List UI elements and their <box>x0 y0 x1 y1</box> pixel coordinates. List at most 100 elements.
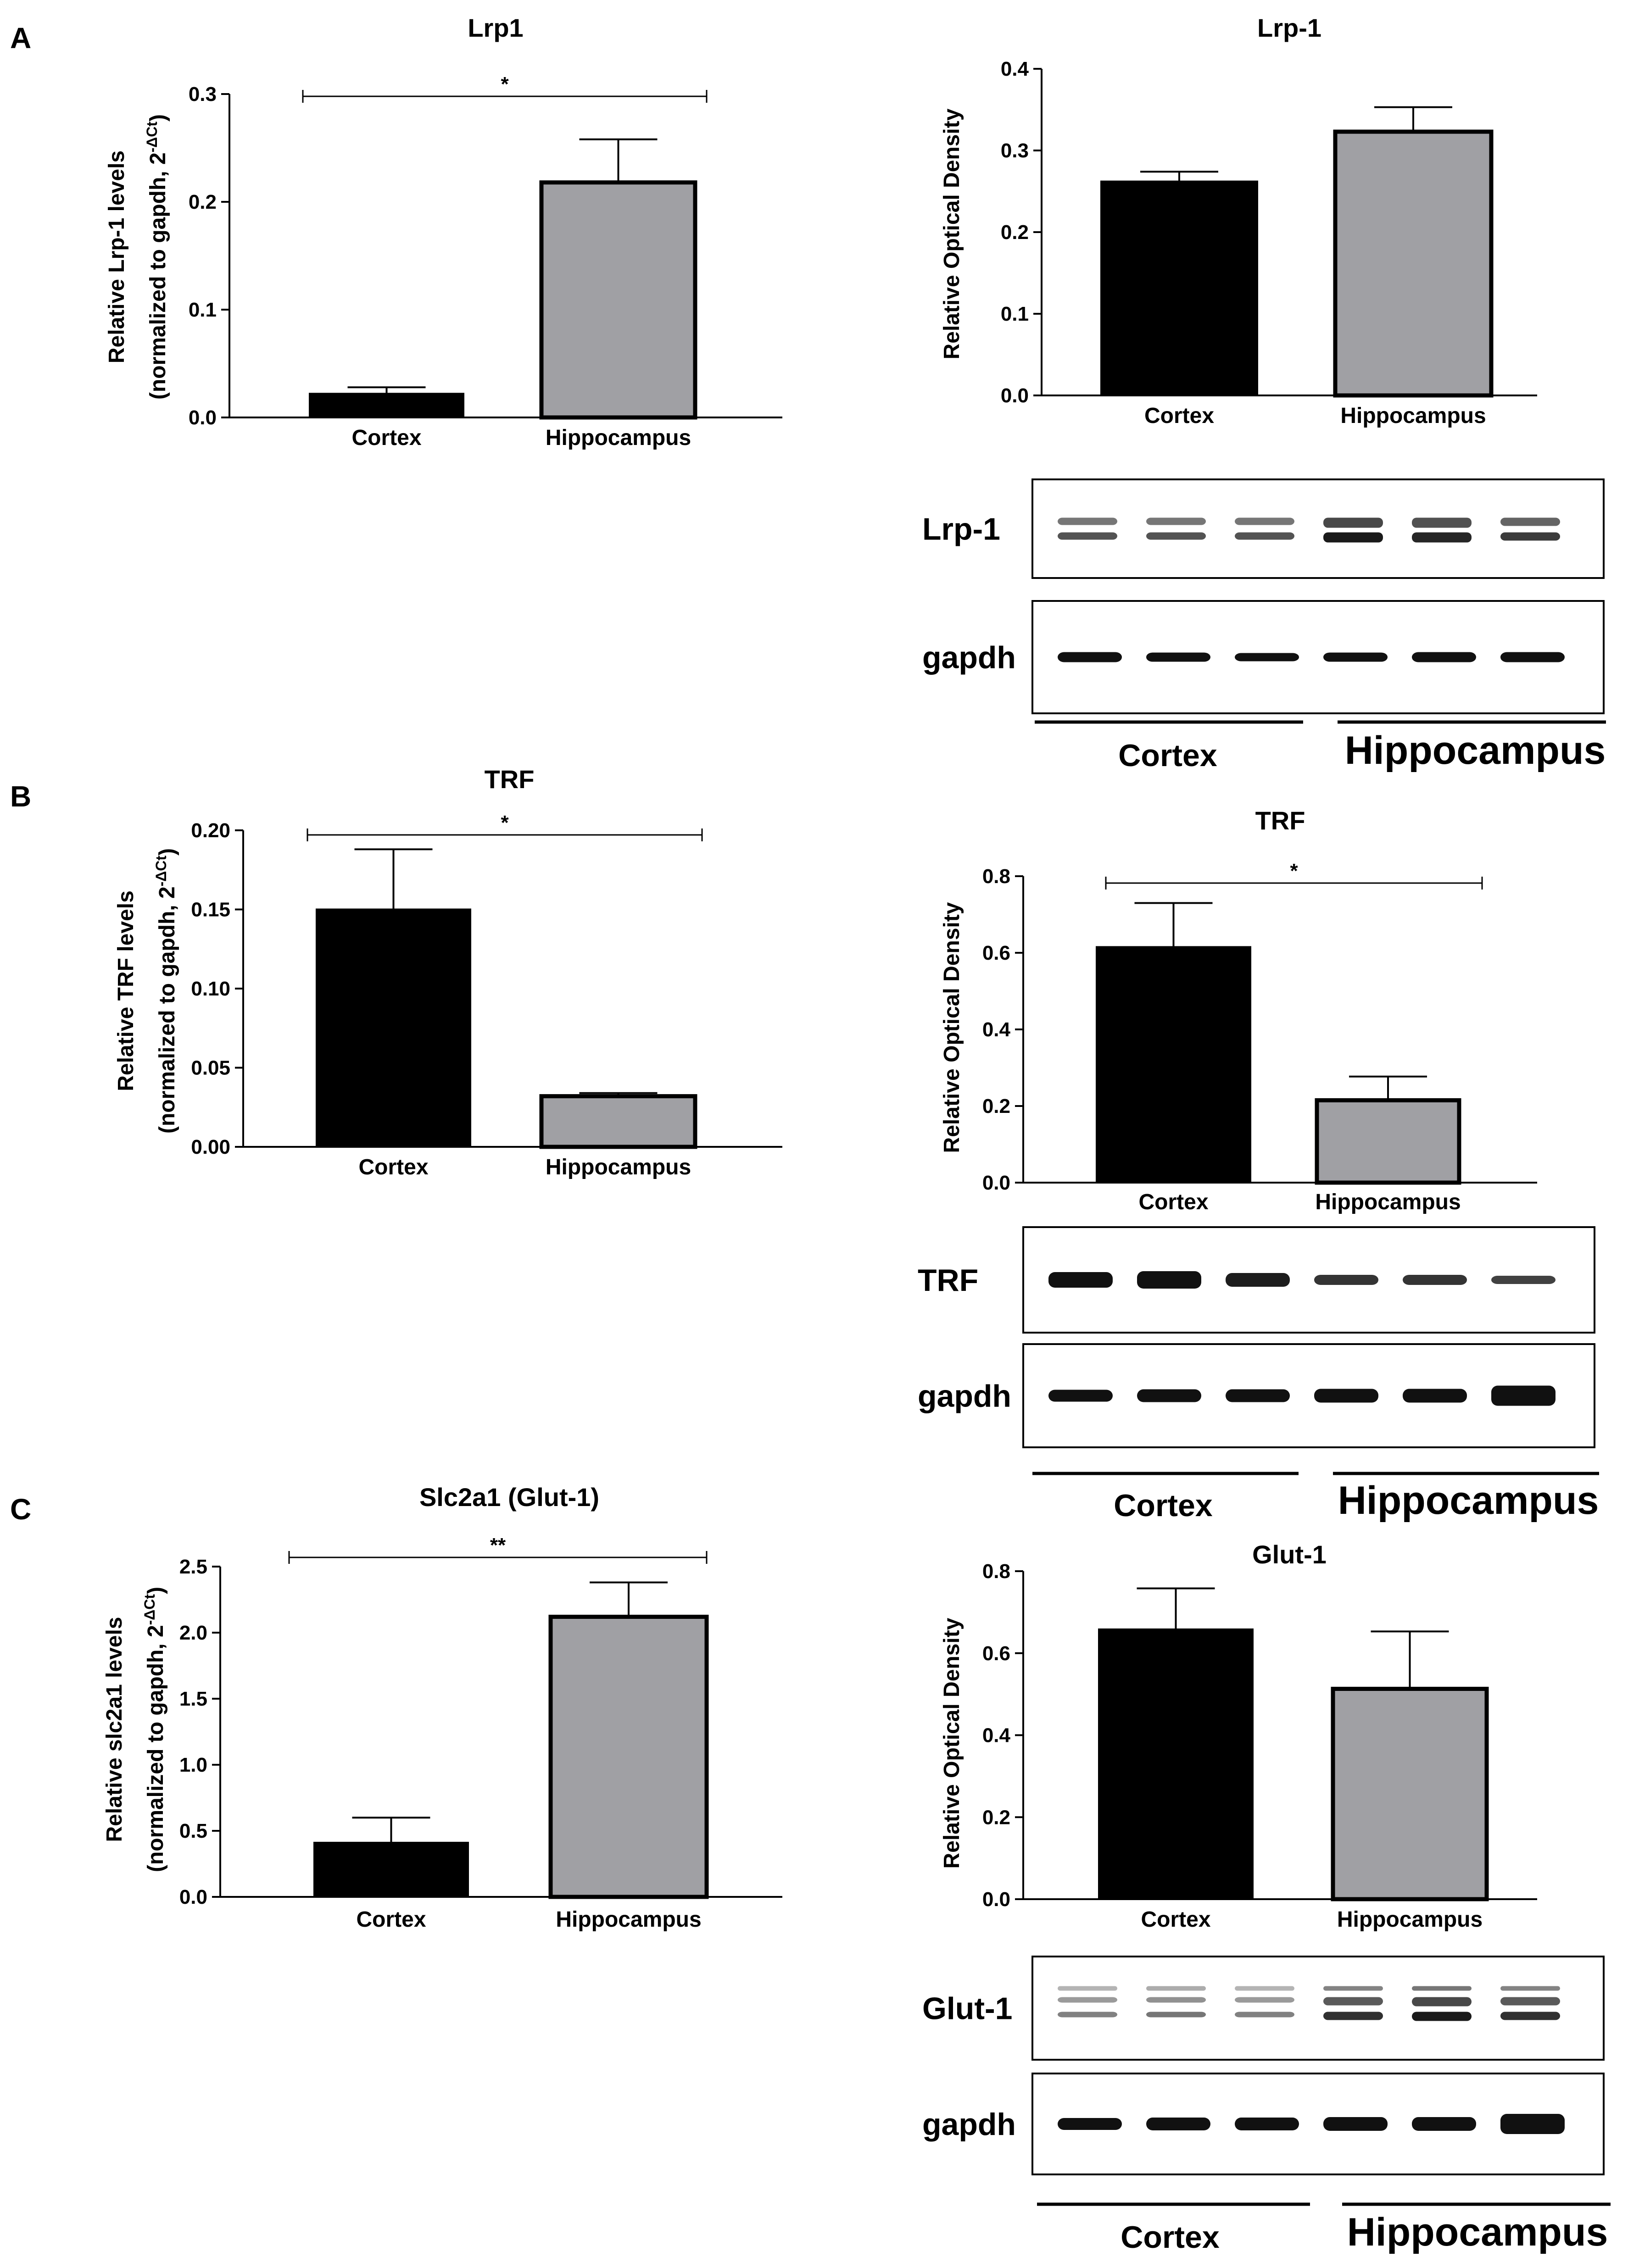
blot-band <box>1500 1986 1560 1991</box>
y-tick-label: 0.00 <box>191 1136 230 1158</box>
category-label: Hippocampus <box>1337 1907 1483 1932</box>
y-tick-label: 0.5 <box>179 1820 207 1842</box>
chart-3: TRF 0.00 0.05 0.10 0.15 0.20 Cortex Hippocampus… <box>114 765 782 1179</box>
western-blot-trf: TRF gapdh Cortex Hippocampus <box>918 1226 1599 1523</box>
blot-band <box>1412 2117 1476 2131</box>
blot-band <box>1058 532 1117 540</box>
y-tick-label: 0.8 <box>982 865 1010 888</box>
bar-cortex <box>1100 180 1258 396</box>
blot-band <box>1235 1997 1294 2003</box>
bar-hippocampus <box>548 1614 709 1899</box>
category-label: Hippocampus <box>556 1907 701 1932</box>
y-tick-label: 0.3 <box>189 83 217 106</box>
panel-letter-b: B <box>10 780 31 813</box>
blot-band <box>1146 532 1206 540</box>
bar-cortex <box>313 1841 469 1898</box>
blot-band <box>1058 652 1122 662</box>
y-axis-label: (normalized to gapdh, 2-ΔCt) <box>153 848 179 1134</box>
y-tick-label: 0.2 <box>1001 221 1029 244</box>
blot-band <box>1500 532 1560 541</box>
category-label: Cortex <box>356 1907 426 1932</box>
significance-marker: * <box>501 73 509 95</box>
category-label: Hippocampus <box>1340 404 1486 428</box>
chart-4: TRF 0.0 0.2 0.4 0.6 0.8 Cortex Hippocampus * Rela… <box>940 806 1537 1214</box>
blot-band <box>1235 2012 1294 2018</box>
category-label: Cortex <box>1138 1190 1208 1214</box>
blot-band <box>1500 2114 1565 2134</box>
y-axis-label: (normalized to gapdh, 2-ΔCt) <box>144 114 170 400</box>
blot-group-cortex: Cortex <box>1118 738 1217 773</box>
blot-control-label: gapdh <box>922 640 1016 675</box>
blot-band <box>1323 652 1388 662</box>
bar-hippocampus <box>1331 1687 1489 1901</box>
y-axis-label: Relative Lrp-1 levels <box>105 150 129 363</box>
y-tick-label: 0.05 <box>191 1057 230 1079</box>
significance-marker: * <box>501 812 509 834</box>
blot-band <box>1058 1986 1117 1991</box>
blot-group-cortex: Cortex <box>1114 1488 1213 1523</box>
y-tick-label: 0.2 <box>982 1095 1010 1117</box>
y-tick-label: 0.0 <box>1001 384 1029 407</box>
blot-band <box>1500 2012 1560 2020</box>
panel-letter-c: C <box>10 1493 31 1526</box>
chart-title: Lrp-1 <box>1257 13 1321 42</box>
western-blot-glut-1: Glut-1 gapdh Cortex Hippocampus <box>922 1956 1611 2255</box>
blot-group-hippocampus: Hippocampus <box>1345 728 1606 773</box>
y-tick-label: 0.1 <box>189 299 217 321</box>
blot-band <box>1226 1389 1290 1402</box>
y-tick-label: 0.4 <box>1001 58 1029 80</box>
blot-band <box>1500 517 1560 526</box>
blot-band <box>1235 653 1299 662</box>
category-label: Cortex <box>1141 1907 1210 1932</box>
bar-cortex <box>1098 1628 1254 1901</box>
bar-hippocampus <box>1315 1098 1461 1185</box>
chart-6: Glut-1 0.0 0.2 0.4 0.6 0.8 Cortex Hippocampus Re… <box>940 1540 1537 1932</box>
blot-band <box>1500 652 1565 662</box>
blot-band <box>1235 2118 1299 2130</box>
y-tick-label: 0.1 <box>1001 303 1029 325</box>
blot-frame-protein <box>1031 1956 1605 2061</box>
y-tick-label: 2.5 <box>179 1556 207 1578</box>
blot-band <box>1226 1273 1290 1287</box>
blot-protein-label: Glut-1 <box>922 1991 1012 2026</box>
blot-group-cortex: Cortex <box>1121 2220 1220 2255</box>
blot-band <box>1146 2012 1206 2018</box>
blot-band <box>1412 652 1476 662</box>
chart-5: Slc2a1 (Glut-1) 0.0 0.5 1.0 1.5 2.0 2.5 Cortex H… <box>102 1483 782 1932</box>
significance-marker: ** <box>490 1534 506 1556</box>
y-axis-label: Relative slc2a1 levels <box>102 1617 127 1842</box>
y-tick-label: 2.0 <box>179 1622 207 1644</box>
blot-band <box>1403 1275 1467 1285</box>
blot-band <box>1412 1997 1472 2007</box>
chart-title: Slc2a1 (Glut-1) <box>419 1483 599 1512</box>
blot-band <box>1235 532 1294 540</box>
category-label: Cortex <box>351 426 421 450</box>
chart-2: Lrp-1 0.0 0.1 0.2 0.3 0.4 Cortex Hippocampus Rel… <box>940 13 1537 428</box>
blot-band <box>1146 1997 1206 2003</box>
blot-band <box>1491 1385 1556 1406</box>
y-tick-label: 0.0 <box>982 1888 1010 1911</box>
bar-hippocampus <box>1333 129 1494 398</box>
blot-band <box>1500 1997 1560 2006</box>
bar-hippocampus <box>539 180 697 420</box>
blot-frame-protein <box>1031 478 1605 579</box>
y-tick-label: 0.2 <box>982 1806 1010 1829</box>
y-tick-label: 1.5 <box>179 1688 207 1710</box>
y-axis-label: (normalized to gapdh, 2-ΔCt) <box>141 1587 168 1872</box>
blot-band <box>1146 2118 1210 2130</box>
blot-band <box>1146 517 1206 525</box>
blot-control-label: gapdh <box>922 2107 1016 2142</box>
y-axis-label: Relative Optical Density <box>940 1618 964 1868</box>
category-label: Cortex <box>1144 404 1214 428</box>
y-tick-label: 0.4 <box>982 1018 1011 1041</box>
y-tick-label: 0.2 <box>189 191 217 213</box>
category-label: Cortex <box>358 1155 428 1179</box>
category-label: Hippocampus <box>546 1155 691 1179</box>
significance-marker: * <box>1290 860 1298 882</box>
blot-band <box>1323 2117 1388 2131</box>
bar-cortex <box>309 393 464 418</box>
y-tick-label: 0.3 <box>1001 139 1029 162</box>
chart-title: TRF <box>1255 806 1305 835</box>
blot-band <box>1058 2012 1117 2018</box>
